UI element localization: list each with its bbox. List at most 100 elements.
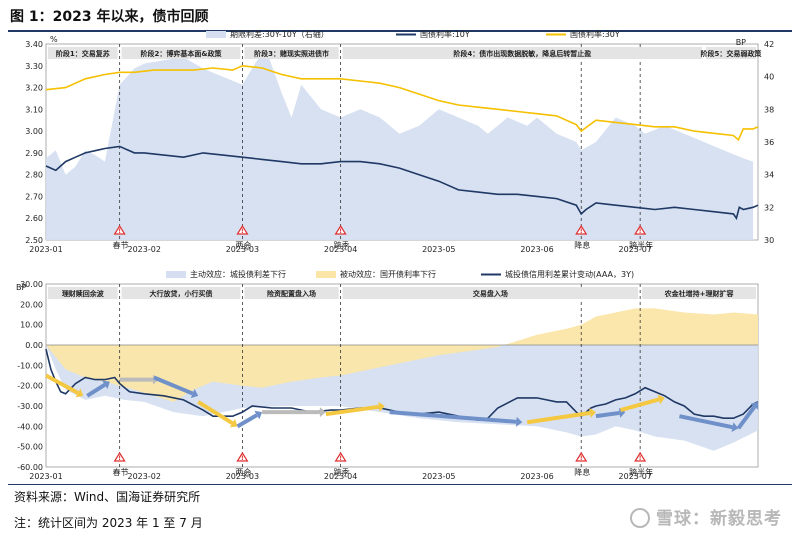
bottom-chart: 理财赎回余波 大行放贷，小行买债 险资配置盘入场 交易盘入场 农金社增持+理财扩容! 春节… xyxy=(16,269,759,481)
event-marker-icon xyxy=(334,451,347,462)
x-tick-label: 2023-01 xyxy=(29,472,62,481)
event-marker-icon xyxy=(575,451,588,462)
legend-swatch xyxy=(316,271,336,278)
trend-arrow xyxy=(86,383,106,398)
trend-arrow-head xyxy=(190,388,199,399)
phase-label: 阶段1：交易复苏 xyxy=(56,49,110,58)
y-tick-label: 3.40 xyxy=(25,40,43,49)
y-tick-label: 3.30 xyxy=(25,62,43,71)
y-tick-label: -10.00 xyxy=(17,361,43,370)
event-marker-icon xyxy=(334,224,347,235)
event-marker-icon xyxy=(634,451,647,462)
x-tick-label: 2023-07 xyxy=(619,472,652,481)
event-marker-icon xyxy=(236,451,249,462)
x-tick-label: 2023-02 xyxy=(127,245,160,254)
phase-box xyxy=(705,47,756,59)
y-tick-label: 2.70 xyxy=(25,192,43,201)
y-tick-label: 0.00 xyxy=(25,341,43,350)
y-right-tick-label: 30 xyxy=(764,236,774,245)
x-tick-label: 2023-04 xyxy=(324,245,357,254)
x-tick-label: 2023-05 xyxy=(422,245,455,254)
title-divider xyxy=(8,30,792,32)
y-tick-label: -20.00 xyxy=(17,382,43,391)
y-tick-label: 30.00 xyxy=(20,280,43,289)
event-marker-glyph: ! xyxy=(339,455,342,462)
event-marker-icon xyxy=(113,224,126,235)
y-tick-label: -30.00 xyxy=(17,402,43,411)
phase-label: 阶段3：赌现实照进债市 xyxy=(254,49,329,58)
phase-box xyxy=(121,47,241,59)
event-label: 跨季 xyxy=(334,467,350,477)
x-tick-label: 2023-06 xyxy=(520,472,553,481)
y-tick-label: 20.00 xyxy=(20,300,43,309)
y-tick-label: -40.00 xyxy=(17,422,43,431)
trend-arrow xyxy=(389,410,517,424)
footer-divider xyxy=(8,484,792,485)
y-tick-label: 2.90 xyxy=(25,149,43,158)
event-marker-glyph: ! xyxy=(241,228,244,235)
x-tick-label: 2023-05 xyxy=(422,472,455,481)
trend-arrow-head xyxy=(750,401,759,410)
event-label: 两会 xyxy=(235,240,251,250)
phase-box xyxy=(244,287,339,299)
event-marker-icon xyxy=(634,224,647,235)
y-axis-unit: % xyxy=(50,35,58,44)
event-marker-icon xyxy=(113,451,126,462)
y-right-tick-label: 34 xyxy=(764,171,774,180)
phase-label: 阶段4：债市出现数据脱敏，降息后转暂止盈 xyxy=(453,49,591,58)
trend-arrow xyxy=(526,410,591,425)
event-marker-glyph: ! xyxy=(339,228,342,235)
series-line-2 xyxy=(45,145,759,221)
trend-arrow-head xyxy=(731,422,739,433)
phase-box xyxy=(48,287,118,299)
trend-arrow xyxy=(619,397,660,412)
footnote: 注：统计区间为 2023 年 1 至 7 月 xyxy=(14,516,203,530)
phase-box xyxy=(121,287,241,299)
trend-arrow-head xyxy=(229,418,238,428)
event-label: 春节 xyxy=(113,467,129,477)
phase-label: 阶段5：交易弱政策 xyxy=(701,49,763,58)
event-label: 降息 xyxy=(574,240,590,250)
series-area-1 xyxy=(46,52,754,241)
trend-arrow-head xyxy=(589,408,596,418)
y-right-tick-label: 42 xyxy=(764,40,774,49)
series-line-3 xyxy=(45,64,759,142)
legend-swatch xyxy=(206,31,226,38)
event-marker-icon xyxy=(575,224,588,235)
event-label: 跨半年 xyxy=(629,467,653,477)
y-tick-label: 3.00 xyxy=(25,127,43,136)
phase-label: 大行放贷，小行买债 xyxy=(150,289,213,298)
phase-box xyxy=(642,287,756,299)
event-marker-glyph: ! xyxy=(580,455,583,462)
trend-arrow xyxy=(679,414,733,430)
phase-label: 交易盘入场 xyxy=(473,289,508,298)
phase-label: 理财赎回余波 xyxy=(62,289,105,298)
trend-arrow xyxy=(45,373,80,395)
event-label: 跨半年 xyxy=(629,240,653,250)
event-label: 春节 xyxy=(113,240,129,250)
trend-arrow-head xyxy=(618,407,626,418)
y-tick-label: 2.80 xyxy=(25,171,43,180)
trend-arrow xyxy=(325,404,380,417)
y-tick-label: -50.00 xyxy=(17,443,43,452)
event-label: 跨季 xyxy=(334,240,350,250)
y-tick-label: 3.20 xyxy=(25,84,43,93)
y-tick-label: 10.00 xyxy=(20,321,43,330)
trend-arrow-head xyxy=(319,407,326,418)
y-tick-label: -60.00 xyxy=(17,463,43,472)
trend-arrow xyxy=(153,375,194,396)
y-right-axis-unit: BP xyxy=(736,38,746,47)
event-marker-glyph: ! xyxy=(118,455,121,462)
series-area-2 xyxy=(46,308,758,402)
trend-arrow-head xyxy=(75,388,84,398)
x-tick-label: 2023-04 xyxy=(324,472,357,481)
phase-box xyxy=(342,47,702,59)
event-marker-icon xyxy=(236,224,249,235)
legend-swatch xyxy=(166,271,186,278)
y-right-tick-label: 32 xyxy=(764,203,774,212)
y-right-tick-label: 38 xyxy=(764,105,774,114)
y-tick-label: 2.50 xyxy=(25,236,43,245)
y-tick-label: 3.10 xyxy=(25,105,43,114)
event-marker-glyph: ! xyxy=(580,228,583,235)
trend-arrow-head xyxy=(102,380,110,390)
